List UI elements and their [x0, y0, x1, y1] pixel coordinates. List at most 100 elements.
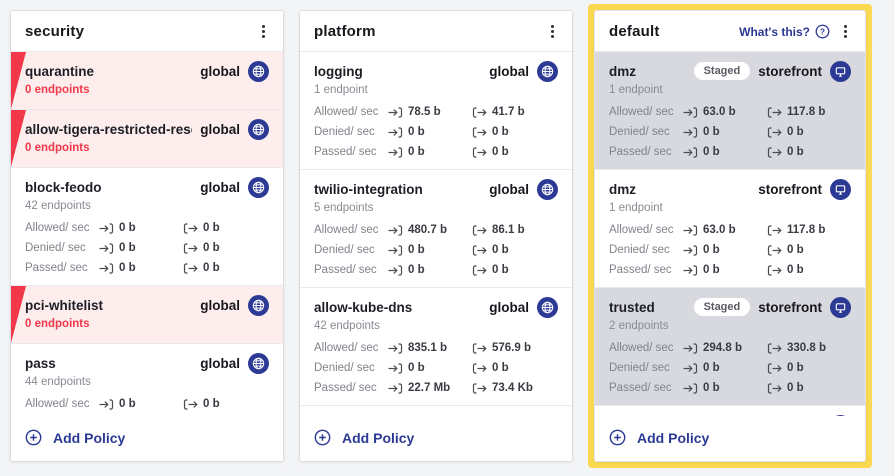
outbound-arrow-icon	[767, 244, 782, 256]
policy-card[interactable]: trusted Staged storefront 2 endpoints Allowe…	[595, 288, 865, 406]
stat-inbound: 0 b	[99, 262, 183, 274]
stat-outbound: 0 b	[767, 264, 851, 276]
stat-outbound: 0 b	[472, 146, 558, 158]
policy-card[interactable]: twilio-integration global 5 endpoints Allow…	[300, 170, 572, 288]
stat-outbound-value: 0 b	[203, 398, 220, 410]
traffic-stat-row: Denied/ sec 0 b 0 b	[314, 358, 558, 378]
add-circle-icon	[314, 429, 331, 446]
tier-menu-kebab-icon[interactable]	[547, 23, 558, 40]
traffic-stat-row: Allowed/ sec 480.7 b 86.1 b	[314, 220, 558, 240]
stat-label: Allowed/ sec	[25, 222, 90, 234]
add-circle-icon	[609, 429, 626, 446]
whats-this-link[interactable]: What's this??	[739, 24, 830, 39]
endpoints-count: 5 endpoints	[314, 202, 374, 214]
policy-scope-label: global	[200, 297, 240, 313]
stat-inbound: 480.7 b	[388, 224, 472, 236]
add-policy-button[interactable]: Add Policy	[300, 416, 572, 461]
stat-outbound-value: 0 b	[492, 146, 509, 158]
stat-inbound-value: 0 b	[119, 242, 136, 254]
stat-outbound-value: 0 b	[787, 244, 804, 256]
scope-monitor-icon	[830, 178, 851, 200]
stat-outbound-value: 41.7 b	[492, 106, 525, 118]
scope-globe-icon	[537, 178, 558, 200]
stat-label: Passed/ sec	[609, 146, 672, 158]
stat-label: Passed/ sec	[314, 382, 377, 394]
traffic-stat-row: Passed/ sec 0 b 0 b	[25, 258, 269, 278]
traffic-stat-row: Allowed/ sec 0 b 0 b	[25, 218, 269, 238]
outbound-arrow-icon	[767, 224, 782, 236]
policy-card[interactable]: dmz Staged storefront 1 endpoint Allowed/ se…	[595, 52, 865, 170]
stat-label: Allowed/ sec	[314, 224, 379, 236]
stat-outbound: 0 b	[472, 362, 558, 374]
outbound-arrow-icon	[472, 244, 487, 256]
inbound-arrow-icon	[99, 262, 114, 274]
stat-label: Denied/ sec	[314, 362, 375, 374]
stat-outbound-value: 0 b	[492, 362, 509, 374]
scope-globe-icon	[537, 60, 558, 82]
stat-outbound: 0 b	[767, 362, 851, 374]
inbound-arrow-icon	[388, 342, 403, 354]
stat-outbound-value: 576.9 b	[492, 342, 531, 354]
svg-text:?: ?	[820, 27, 825, 37]
stat-outbound: 576.9 b	[472, 342, 558, 354]
add-policy-button[interactable]: Add Policy	[11, 416, 283, 461]
add-policy-button[interactable]: Add Policy	[595, 416, 865, 461]
stat-inbound: 0 b	[388, 146, 472, 158]
inbound-arrow-icon	[388, 106, 403, 118]
tier-header-actions	[547, 23, 558, 40]
scope-monitor-icon	[830, 414, 851, 416]
stat-label: Denied/ sec	[609, 244, 670, 256]
policy-card[interactable]: allow-kube-dns global 42 endpoints Allowed/…	[300, 288, 572, 406]
stat-inbound-value: 63.0 b	[703, 106, 736, 118]
traffic-stat-row: Passed/ sec 22.7 Mb 73.4 Kb	[314, 378, 558, 398]
policy-card-header: pci-whitelist global	[25, 293, 269, 317]
tier-column-default: default What's this?? dmz Staged storefront 1…	[594, 10, 866, 462]
inbound-arrow-icon	[388, 146, 403, 158]
add-circle-icon	[25, 429, 42, 446]
stat-outbound-value: 0 b	[492, 126, 509, 138]
add-policy-label: Add Policy	[637, 429, 710, 446]
endpoints-count: 1 endpoint	[609, 202, 663, 214]
tier-title: platform	[314, 23, 376, 40]
policy-card[interactable]: logging global 1 endpoint Allowed/ sec 78.5 …	[300, 52, 572, 170]
traffic-stat-row: Passed/ sec 0 b 0 b	[609, 142, 851, 162]
scope-globe-icon	[248, 118, 269, 140]
policy-name: pci-whitelist	[25, 297, 104, 313]
stat-outbound-value: 0 b	[787, 362, 804, 374]
policy-card[interactable]: allow-tigera-restricted-resources global 0…	[11, 110, 283, 168]
policy-cards-list: quarantine global 0 endpoints allow-tigera-…	[11, 52, 283, 416]
endpoints-count: 1 endpoint	[609, 84, 663, 96]
stat-outbound-value: 0 b	[203, 222, 220, 234]
stat-label: Allowed/ sec	[609, 106, 674, 118]
policy-card[interactable]: quarantine global 0 endpoints	[11, 52, 283, 110]
endpoints-count: 44 endpoints	[25, 376, 91, 388]
inbound-arrow-icon	[99, 398, 114, 410]
add-policy-label: Add Policy	[342, 429, 415, 446]
outbound-arrow-icon	[472, 146, 487, 158]
stat-inbound-value: 0 b	[703, 382, 720, 394]
stat-inbound: 63.0 b	[683, 224, 767, 236]
policy-card[interactable]: trustedstorefront	[595, 406, 865, 416]
policy-card[interactable]: pass global 44 endpoints Allowed/ sec 0 b 0 b…	[11, 344, 283, 416]
stat-inbound-value: 78.5 b	[408, 106, 441, 118]
tier-menu-kebab-icon[interactable]	[258, 23, 269, 40]
stat-inbound-value: 0 b	[408, 244, 425, 256]
policy-card[interactable]: block-feodo global 42 endpoints Allowed/ se…	[11, 168, 283, 286]
scope-monitor-icon	[830, 60, 851, 82]
stat-inbound-value: 294.8 b	[703, 342, 742, 354]
policy-card[interactable]: dmz storefront 1 endpoint Allowed/ sec 63.0 …	[595, 170, 865, 288]
stat-outbound-value: 0 b	[787, 264, 804, 276]
stat-outbound-value: 0 b	[203, 242, 220, 254]
policy-name: allow-tigera-restricted-resources	[25, 121, 192, 137]
policy-card-header: twilio-integration global	[314, 177, 558, 201]
stat-outbound-value: 86.1 b	[492, 224, 525, 236]
policy-name: allow-kube-dns	[314, 299, 413, 315]
policy-card-header: pass global	[25, 351, 269, 375]
tier-menu-kebab-icon[interactable]	[840, 23, 851, 40]
stat-label: Allowed/ sec	[25, 398, 90, 410]
stat-outbound-value: 0 b	[787, 126, 804, 138]
stat-outbound-value: 117.8 b	[787, 106, 826, 118]
policy-card[interactable]: pci-whitelist global 0 endpoints	[11, 286, 283, 344]
stat-inbound: 0 b	[99, 242, 183, 254]
traffic-stat-row: Allowed/ sec 63.0 b 117.8 b	[609, 220, 851, 240]
